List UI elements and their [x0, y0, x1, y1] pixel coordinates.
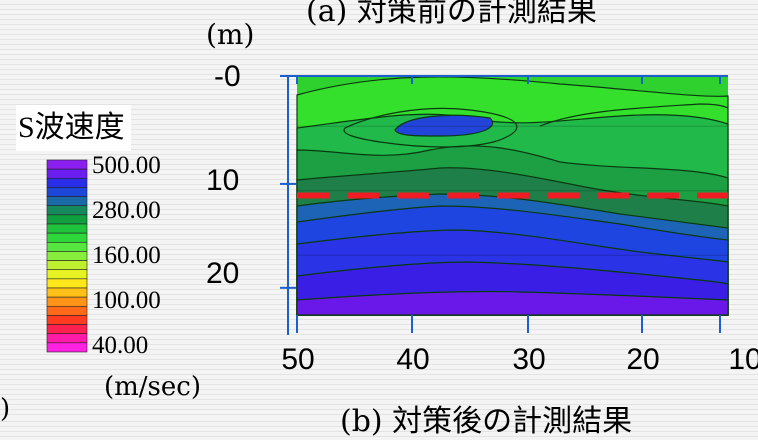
legend-label: 500.00	[92, 152, 161, 179]
legend-swatch	[46, 324, 88, 335]
legend-swatch	[46, 305, 88, 316]
legend-swatch	[46, 251, 88, 261]
edge-glyph: )	[0, 394, 11, 424]
y-tick-label: 20	[206, 257, 240, 290]
y-tick-label: 10	[206, 164, 240, 197]
legend-swatch	[46, 214, 88, 225]
legend-swatch	[46, 159, 88, 170]
chart-title-top: (a) 対策前の計測結果	[306, 0, 597, 29]
legend-title: S波速度	[16, 105, 131, 151]
legend-swatch	[46, 260, 88, 271]
legend-swatch	[46, 187, 88, 197]
x-tick-label: 30	[512, 343, 546, 376]
contour-lens	[394, 114, 493, 137]
legend-swatch	[46, 168, 88, 179]
legend-swatch	[46, 296, 88, 307]
x-tick-label: 20	[626, 343, 660, 376]
x-tick-label: 10	[728, 343, 758, 376]
y-tick-label: -0	[214, 60, 241, 93]
legend-swatch	[46, 287, 88, 298]
x-tick-label: 40	[396, 343, 430, 376]
legend-swatch	[46, 205, 88, 216]
legend-label: 160.00	[92, 242, 161, 269]
legend-label: 40.00	[92, 332, 149, 359]
legend-swatch	[46, 269, 88, 280]
legend-label: 100.00	[92, 287, 161, 314]
legend-swatch	[46, 278, 88, 289]
y-axis-unit: (m)	[206, 18, 255, 51]
contour-line	[539, 103, 729, 127]
legend-swatch	[46, 177, 88, 188]
legend-label: 280.00	[92, 197, 161, 224]
legend-swatch	[46, 223, 88, 234]
legend-unit: (m/sec)	[104, 372, 201, 402]
legend-swatch	[46, 333, 88, 344]
legend-swatch	[46, 232, 88, 243]
contour-line	[343, 107, 518, 148]
x-tick-label: 50	[281, 343, 315, 376]
legend-swatch	[46, 342, 88, 353]
contour-chart	[46, 75, 729, 353]
legend-swatch	[46, 315, 88, 325]
chart-title-bottom: (b) 対策後の計測結果	[340, 404, 633, 439]
legend-swatch	[46, 196, 88, 207]
contour-band	[296, 290, 729, 316]
legend-swatch	[46, 241, 88, 252]
